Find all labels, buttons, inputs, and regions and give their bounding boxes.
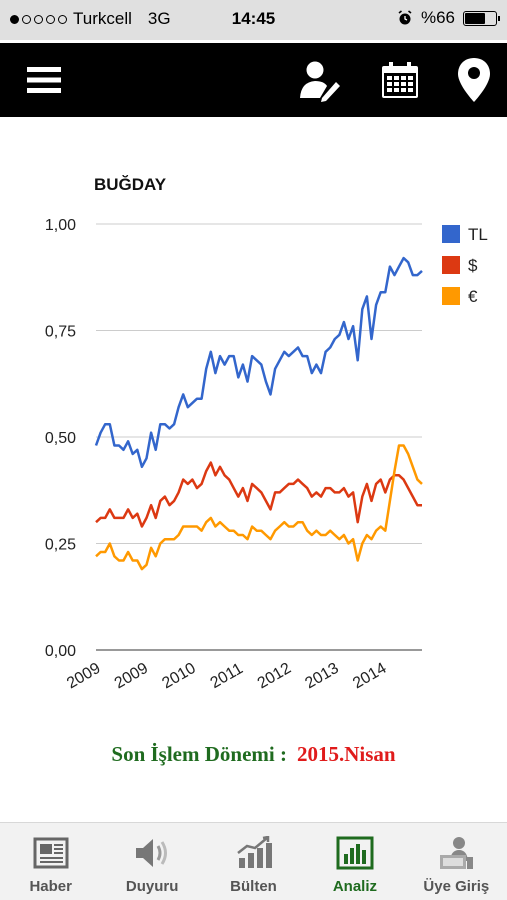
carrier-info: Turkcell 3G (10, 9, 171, 29)
battery-icon (463, 10, 500, 26)
tab-uye-giris[interactable]: Üye Giriş (406, 823, 507, 900)
last-trade-period: Son İşlem Dönemi : 2015.Nisan (0, 742, 507, 767)
last-period-value: 2015.Nisan (296, 742, 396, 766)
x-tick-label: 2009 (64, 660, 103, 693)
x-tick-label: 2013 (302, 660, 341, 693)
y-tick-label: 1,00 (45, 217, 76, 234)
x-tick-label: 2010 (159, 660, 198, 693)
chart-title: BUĞDAY (94, 175, 167, 194)
app-header (0, 43, 507, 117)
series-line (94, 256, 423, 469)
y-tick-label: 0,75 (45, 324, 76, 341)
carrier-name: Turkcell (73, 9, 132, 28)
location-button[interactable] (444, 43, 504, 117)
tab-label: Haber (29, 878, 72, 895)
tab-label: Bülten (230, 878, 277, 895)
y-tick-label: 0,00 (45, 643, 76, 660)
user-edit-icon (300, 61, 340, 102)
network-type: 3G (147, 9, 171, 28)
calendar-button[interactable] (370, 43, 430, 117)
tab-label: Duyuru (125, 878, 179, 895)
status-time: 14:45 (231, 9, 276, 28)
y-tick-label: 0,25 (45, 537, 76, 554)
menu-button[interactable] (16, 43, 72, 117)
speaker-icon (136, 839, 168, 867)
legend-swatch (442, 256, 460, 274)
legend-label: € (468, 287, 478, 306)
last-period-label: Son İşlem Dönemi : (111, 742, 287, 766)
tab-duyuru[interactable]: Duyuru (101, 823, 202, 900)
tab-haber[interactable]: Haber (0, 823, 101, 900)
bar-chart-growth-icon (236, 836, 272, 868)
newspaper-icon (33, 837, 69, 869)
status-bar: Turkcell 3G 14:45 %66 (0, 0, 507, 40)
alarm-clock-icon (398, 10, 412, 25)
x-tick-label: 2009 (112, 660, 151, 693)
series-line (95, 444, 423, 571)
x-tick-label: 2011 (208, 660, 246, 692)
signal-strength-icon (10, 14, 67, 24)
battery-percent: %66 (420, 8, 455, 27)
tab-bulten[interactable]: Bülten (203, 823, 304, 900)
x-tick-label: 2014 (350, 660, 389, 693)
status-right: %66 (397, 8, 500, 28)
x-tick-label: 2012 (255, 660, 294, 693)
tab-analiz[interactable]: Analiz (304, 823, 405, 900)
location-pin-icon (458, 58, 490, 102)
member-login-icon (440, 837, 474, 869)
series-line (95, 461, 422, 528)
legend-label: TL (468, 225, 488, 244)
menu-icon (27, 67, 61, 93)
analysis-chart-icon (336, 836, 374, 870)
calendar-icon (382, 62, 418, 98)
user-edit-button[interactable] (290, 43, 350, 117)
tab-label: Üye Giriş (423, 878, 490, 895)
bottom-tab-bar: Haber Duyuru (0, 822, 507, 900)
y-tick-label: 0,50 (45, 430, 76, 447)
legend-label: $ (468, 256, 478, 275)
tab-label: Analiz (332, 878, 378, 895)
legend-swatch (442, 225, 460, 243)
legend-swatch (442, 287, 460, 305)
chart-area: BUĞDAY 0,00 0,25 0,50 0,75 1,00 2009 2009 2010 2… (0, 117, 507, 717)
